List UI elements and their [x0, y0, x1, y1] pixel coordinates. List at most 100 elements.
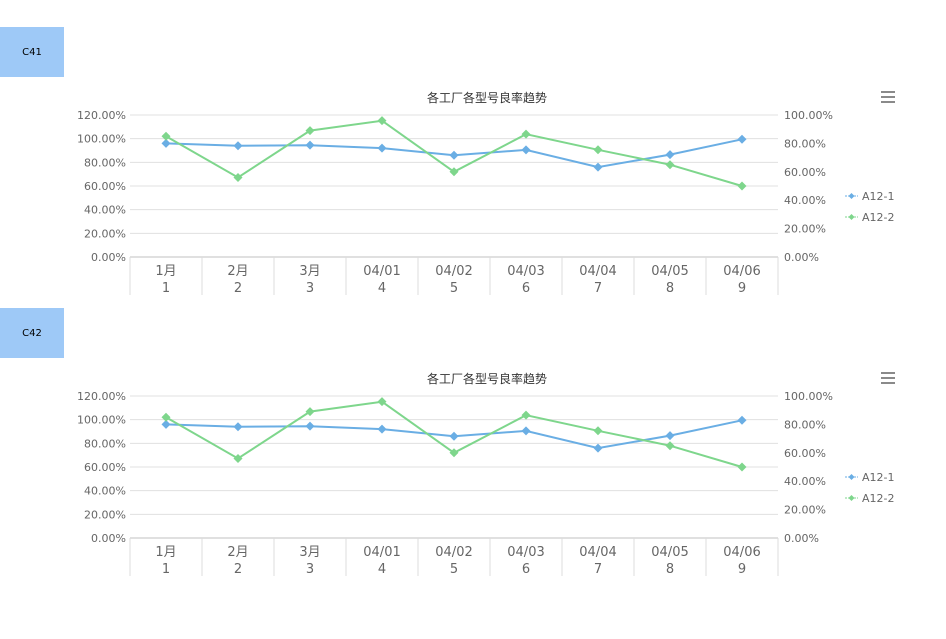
data-point-a12-1[interactable] — [665, 150, 675, 160]
data-point-a12-1[interactable] — [233, 141, 243, 151]
x-category-label: 1月 — [155, 545, 176, 560]
x-category-label: 04/01 — [363, 264, 400, 279]
x-category-index-label: 6 — [522, 562, 530, 577]
data-point-a12-2[interactable] — [161, 412, 171, 422]
x-category-index-label: 6 — [522, 281, 530, 296]
data-point-a12-1[interactable] — [377, 424, 387, 434]
x-category-index-label: 5 — [450, 281, 458, 296]
y-right-tick-label: 80.00% — [784, 137, 826, 150]
data-point-a12-1[interactable] — [737, 134, 747, 144]
y-left-tick-label: 100.00% — [77, 133, 126, 146]
y-right-tick-label: 40.00% — [784, 194, 826, 207]
x-category-label: 2月 — [227, 545, 248, 560]
data-point-a12-2[interactable] — [521, 129, 531, 139]
legend-label-a12-1: A12-1 — [862, 190, 895, 203]
x-category-index-label: 1 — [162, 281, 170, 296]
data-point-a12-2[interactable] — [665, 441, 675, 451]
y-right-tick-label: 0.00% — [784, 251, 819, 264]
x-category-index-label: 3 — [306, 281, 314, 296]
data-point-a12-2[interactable] — [305, 407, 315, 417]
chart-title: 各工厂各型号良率趋势 — [427, 90, 547, 105]
data-point-a12-2[interactable] — [665, 160, 675, 170]
x-category-label: 04/02 — [435, 545, 472, 560]
data-point-a12-2[interactable] — [305, 126, 315, 136]
data-point-a12-2[interactable] — [377, 116, 387, 126]
data-point-a12-1[interactable] — [305, 421, 315, 431]
data-point-a12-1[interactable] — [233, 422, 243, 432]
legend-marker — [848, 214, 855, 220]
legend-label-a12-2: A12-2 — [862, 211, 895, 224]
y-right-tick-label: 80.00% — [784, 418, 826, 431]
data-point-a12-2[interactable] — [233, 453, 243, 463]
x-category-index-label: 8 — [666, 281, 674, 296]
data-point-a12-2[interactable] — [737, 181, 747, 191]
x-category-label: 04/04 — [579, 545, 616, 560]
section-tag-c42: C42 — [0, 308, 64, 358]
y-left-tick-label: 80.00% — [84, 437, 126, 450]
legend-label-a12-2: A12-2 — [862, 492, 895, 505]
x-category-label: 04/03 — [507, 264, 544, 279]
data-point-a12-2[interactable] — [521, 410, 531, 420]
y-right-tick-label: 0.00% — [784, 532, 819, 545]
data-point-a12-2[interactable] — [233, 172, 243, 182]
data-point-a12-2[interactable] — [377, 397, 387, 407]
data-point-a12-1[interactable] — [593, 162, 603, 172]
y-right-tick-label: 20.00% — [784, 223, 826, 236]
x-category-index-label: 3 — [306, 562, 314, 577]
x-category-index-label: 9 — [738, 281, 746, 296]
y-left-tick-label: 80.00% — [84, 156, 126, 169]
data-point-a12-1[interactable] — [161, 138, 171, 148]
y-left-tick-label: 0.00% — [91, 532, 126, 545]
data-point-a12-1[interactable] — [665, 431, 675, 441]
y-left-tick-label: 60.00% — [84, 180, 126, 193]
x-category-index-label: 8 — [666, 562, 674, 577]
data-point-a12-1[interactable] — [521, 426, 531, 436]
data-point-a12-2[interactable] — [593, 426, 603, 436]
data-point-a12-2[interactable] — [737, 462, 747, 472]
y-right-tick-label: 40.00% — [784, 475, 826, 488]
x-category-label: 04/02 — [435, 264, 472, 279]
data-point-a12-1[interactable] — [449, 150, 459, 160]
section-tag-c41: C41 — [0, 27, 64, 77]
x-category-label: 04/06 — [723, 545, 760, 560]
x-category-index-label: 2 — [234, 281, 242, 296]
data-point-a12-2[interactable] — [449, 448, 459, 458]
data-point-a12-1[interactable] — [737, 415, 747, 425]
data-point-a12-1[interactable] — [377, 143, 387, 153]
hamburger-menu-icon[interactable] — [881, 372, 895, 384]
y-left-tick-label: 40.00% — [84, 485, 126, 498]
y-right-tick-label: 100.00% — [784, 390, 833, 403]
data-point-a12-1[interactable] — [449, 431, 459, 441]
x-category-label: 04/06 — [723, 264, 760, 279]
y-right-tick-label: 20.00% — [784, 504, 826, 517]
yield-trend-chart-c41: 各工厂各型号良率趋势0.00%20.00%40.00%60.00%80.00%1… — [77, 90, 895, 296]
yield-trend-chart-c42: 各工厂各型号良率趋势0.00%20.00%40.00%60.00%80.00%1… — [77, 371, 895, 577]
y-left-tick-label: 120.00% — [77, 109, 126, 122]
y-left-tick-label: 60.00% — [84, 461, 126, 474]
data-point-a12-1[interactable] — [521, 145, 531, 155]
hamburger-menu-icon[interactable] — [881, 91, 895, 103]
data-point-a12-1[interactable] — [593, 443, 603, 453]
x-category-index-label: 4 — [378, 562, 386, 577]
y-left-tick-label: 0.00% — [91, 251, 126, 264]
x-category-index-label: 7 — [594, 562, 602, 577]
x-category-index-label: 2 — [234, 562, 242, 577]
x-category-label: 3月 — [299, 264, 320, 279]
y-left-tick-label: 20.00% — [84, 227, 126, 240]
y-right-tick-label: 60.00% — [784, 166, 826, 179]
legend-label-a12-1: A12-1 — [862, 471, 895, 484]
data-point-a12-2[interactable] — [161, 131, 171, 141]
legend-marker — [848, 193, 855, 199]
data-point-a12-1[interactable] — [305, 140, 315, 150]
y-left-tick-label: 100.00% — [77, 414, 126, 427]
data-point-a12-2[interactable] — [449, 167, 459, 177]
x-category-label: 2月 — [227, 264, 248, 279]
x-category-label: 04/03 — [507, 545, 544, 560]
legend-marker — [848, 474, 855, 480]
data-point-a12-1[interactable] — [161, 419, 171, 429]
x-category-index-label: 7 — [594, 281, 602, 296]
x-category-index-label: 9 — [738, 562, 746, 577]
data-point-a12-2[interactable] — [593, 145, 603, 155]
y-left-tick-label: 40.00% — [84, 204, 126, 217]
y-left-tick-label: 20.00% — [84, 508, 126, 521]
